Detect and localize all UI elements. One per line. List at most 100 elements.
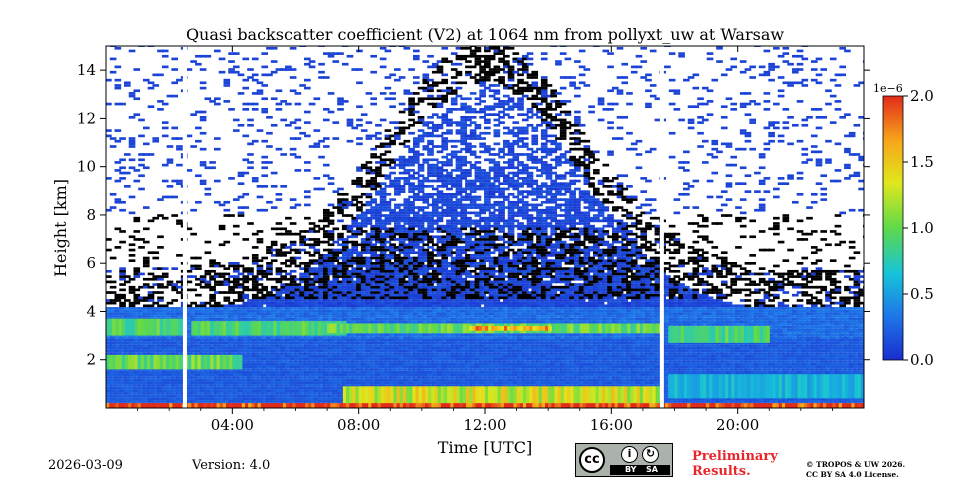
noise-cell bbox=[133, 307, 141, 310]
noise-cell bbox=[261, 208, 269, 212]
noise-cell bbox=[337, 360, 344, 363]
noise-cell bbox=[394, 307, 401, 310]
noise-cell bbox=[422, 338, 430, 342]
noise-cell bbox=[256, 277, 264, 281]
noise-cell bbox=[389, 208, 396, 212]
noise-cell bbox=[398, 248, 406, 252]
noise-cell bbox=[417, 341, 425, 345]
noise-cell bbox=[384, 288, 392, 292]
noise-cell bbox=[351, 293, 359, 297]
noise-cell bbox=[266, 400, 273, 403]
noise-cell bbox=[412, 373, 420, 377]
noise-cell bbox=[436, 185, 444, 188]
noise-cell bbox=[436, 248, 444, 252]
noise-cell bbox=[398, 261, 406, 265]
noise-cell bbox=[408, 203, 415, 207]
noise-cell bbox=[327, 285, 335, 289]
noise-cell bbox=[228, 70, 235, 74]
noise-cell bbox=[275, 392, 283, 395]
noise-cell bbox=[176, 163, 183, 167]
noise-cell bbox=[356, 177, 363, 180]
noise-cell bbox=[261, 139, 269, 143]
noise-cell bbox=[351, 338, 359, 342]
noise-cell bbox=[346, 280, 354, 284]
noise-cell bbox=[190, 267, 197, 270]
noise-cell bbox=[394, 269, 401, 273]
noise-cell bbox=[109, 192, 117, 196]
noise-cell bbox=[299, 346, 306, 350]
noise-cell bbox=[209, 378, 216, 382]
noise-cell bbox=[412, 195, 420, 199]
noise-cell bbox=[223, 346, 231, 350]
noise-cell bbox=[417, 230, 425, 233]
noise-cell bbox=[351, 315, 359, 318]
noise-cell bbox=[441, 283, 449, 286]
noise-cell bbox=[152, 384, 160, 387]
noise-cell bbox=[237, 174, 245, 178]
noise-cell bbox=[308, 368, 316, 371]
noise-cell bbox=[251, 299, 259, 302]
noise-cell bbox=[237, 277, 245, 281]
noise-cell bbox=[195, 338, 202, 342]
noise-cell bbox=[384, 370, 392, 374]
noise-cell bbox=[308, 65, 316, 69]
noise-cell bbox=[356, 118, 363, 122]
noise-cell bbox=[427, 357, 434, 361]
noise-cell bbox=[384, 129, 392, 132]
noise-cell bbox=[285, 365, 292, 369]
noise-cell bbox=[142, 304, 150, 308]
noise-cell bbox=[242, 397, 250, 401]
noise-cell bbox=[346, 230, 354, 233]
noise-cell bbox=[412, 139, 420, 143]
noise-cell bbox=[394, 227, 401, 231]
noise-cell bbox=[327, 264, 335, 268]
noise-cell bbox=[322, 360, 330, 363]
noise-cell bbox=[422, 283, 430, 286]
noise-cell bbox=[247, 312, 254, 316]
noise-cell bbox=[360, 256, 368, 260]
noise-cell bbox=[389, 360, 396, 363]
noise-cell bbox=[431, 346, 439, 350]
noise-cell bbox=[294, 336, 302, 339]
noise-cell bbox=[313, 376, 321, 379]
noise-cell bbox=[232, 370, 240, 374]
noise-cell bbox=[251, 177, 259, 180]
noise-cell bbox=[128, 336, 136, 339]
noise-cell bbox=[142, 307, 150, 310]
noise-cell bbox=[356, 222, 363, 225]
noise-cell bbox=[341, 312, 349, 316]
noise-cell bbox=[412, 246, 420, 249]
noise-cell bbox=[106, 312, 112, 316]
noise-cell bbox=[370, 333, 377, 337]
noise-cell bbox=[114, 179, 122, 183]
noise-cell bbox=[304, 57, 311, 61]
noise-cell bbox=[322, 288, 330, 292]
noise-cell bbox=[408, 261, 415, 265]
noise-cell bbox=[313, 352, 321, 355]
noise-cell bbox=[417, 291, 425, 294]
noise-cell bbox=[318, 338, 325, 342]
noise-cell bbox=[441, 346, 449, 350]
noise-cell bbox=[398, 235, 406, 239]
noise-cell bbox=[412, 121, 420, 124]
noise-cell bbox=[161, 121, 169, 124]
noise-cell bbox=[398, 121, 406, 124]
noise-cell bbox=[417, 169, 425, 172]
noise-cell bbox=[431, 312, 439, 316]
noise-cell bbox=[199, 163, 207, 167]
noise-cell bbox=[285, 68, 292, 71]
noise-cell bbox=[446, 235, 453, 239]
noise-cell bbox=[214, 394, 221, 398]
noise-cell bbox=[308, 261, 316, 265]
noise-cell bbox=[398, 315, 406, 318]
noise-cell bbox=[436, 336, 444, 339]
noise-cell bbox=[398, 299, 406, 302]
noise-cell bbox=[204, 166, 212, 170]
noise-cell bbox=[441, 357, 449, 361]
noise-cell bbox=[412, 341, 420, 345]
noise-cell bbox=[351, 365, 359, 369]
noise-cell bbox=[389, 243, 396, 247]
noise-cell bbox=[436, 224, 444, 228]
noise-cell bbox=[446, 384, 453, 387]
noise-cell bbox=[114, 352, 122, 355]
